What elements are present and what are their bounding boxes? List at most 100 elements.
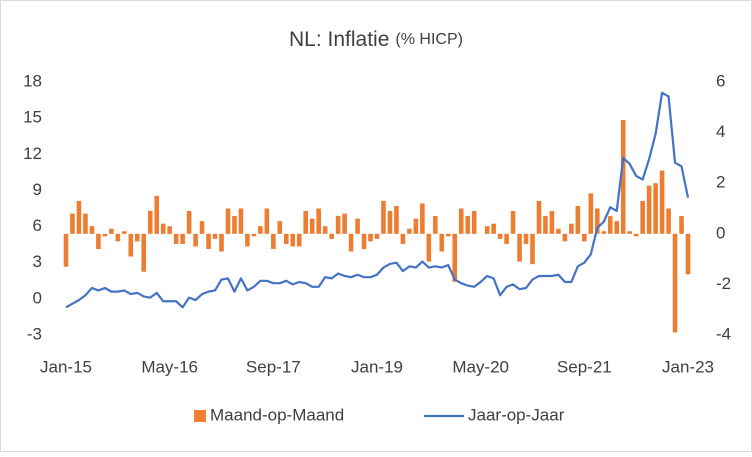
x-tick-label: Jan-15 bbox=[40, 357, 92, 376]
bar bbox=[582, 233, 587, 242]
bar bbox=[264, 208, 270, 234]
bar bbox=[666, 208, 671, 234]
y2-tick-label: -4 bbox=[716, 324, 731, 343]
bar bbox=[400, 233, 406, 244]
bar bbox=[594, 208, 600, 234]
bar bbox=[517, 233, 522, 262]
y-tick-label: 6 bbox=[33, 216, 42, 235]
bar bbox=[407, 228, 412, 234]
bar bbox=[167, 226, 172, 234]
bar bbox=[562, 233, 568, 242]
bar bbox=[122, 231, 127, 234]
y-tick-label: 0 bbox=[33, 288, 42, 307]
y2-tick-label: 4 bbox=[716, 122, 725, 141]
x-tick-label: Jan-19 bbox=[351, 357, 403, 376]
bar bbox=[96, 233, 101, 249]
bar bbox=[355, 218, 360, 234]
bar bbox=[186, 211, 192, 234]
y-tick-label: 3 bbox=[33, 252, 42, 271]
bar bbox=[173, 233, 179, 244]
bar bbox=[659, 170, 665, 234]
legend-label: Jaar-op-Jaar bbox=[468, 405, 565, 424]
bar bbox=[413, 218, 419, 234]
bar bbox=[219, 233, 224, 252]
bar bbox=[458, 208, 464, 234]
bar bbox=[465, 216, 471, 234]
bar bbox=[685, 233, 691, 275]
bar bbox=[536, 200, 542, 234]
legend-swatch bbox=[194, 410, 206, 422]
y-tick-label: -3 bbox=[27, 324, 42, 343]
bar bbox=[303, 211, 309, 234]
bar bbox=[76, 200, 82, 234]
bar bbox=[497, 233, 503, 239]
bar bbox=[232, 216, 237, 234]
y-tick-label: 9 bbox=[33, 180, 42, 199]
bar bbox=[614, 221, 620, 234]
bar bbox=[283, 233, 289, 244]
bar bbox=[640, 200, 645, 234]
bar bbox=[348, 233, 354, 252]
bar bbox=[199, 221, 205, 234]
bar bbox=[342, 213, 347, 234]
bar bbox=[245, 233, 250, 247]
bar bbox=[115, 233, 121, 242]
bar bbox=[633, 233, 639, 237]
bar bbox=[180, 233, 185, 244]
y2-tick-label: 6 bbox=[716, 71, 725, 90]
bar bbox=[679, 216, 684, 234]
bar bbox=[601, 231, 607, 234]
bar bbox=[575, 205, 581, 234]
x-tick-label: Sep-21 bbox=[557, 357, 612, 376]
bar bbox=[147, 211, 153, 234]
bar bbox=[63, 233, 69, 267]
bar bbox=[238, 208, 244, 234]
bar bbox=[556, 228, 561, 234]
y-tick-label: 15 bbox=[23, 108, 42, 127]
y2-tick-label: 0 bbox=[716, 223, 725, 242]
bar bbox=[523, 233, 529, 244]
bar bbox=[329, 233, 334, 239]
bar bbox=[154, 195, 160, 234]
bar bbox=[322, 226, 328, 234]
y-tick-label: 12 bbox=[23, 144, 42, 163]
bar bbox=[271, 233, 276, 249]
bar bbox=[251, 233, 257, 237]
legend-label: Maand-op-Maand bbox=[210, 405, 344, 424]
y2-tick-label: -2 bbox=[716, 274, 731, 293]
bar bbox=[316, 208, 321, 234]
x-tick-label: May-16 bbox=[141, 357, 198, 376]
bar bbox=[193, 233, 198, 247]
bar bbox=[607, 216, 613, 234]
bar bbox=[277, 221, 283, 234]
bar bbox=[361, 233, 367, 249]
x-tick-label: May-20 bbox=[452, 357, 509, 376]
bar bbox=[387, 211, 393, 234]
x-tick-label: Jan-23 bbox=[662, 357, 714, 376]
bar bbox=[653, 183, 658, 234]
bar bbox=[70, 213, 75, 234]
y-tick-label: 18 bbox=[23, 71, 42, 90]
bar bbox=[128, 233, 134, 257]
y2-tick-label: 2 bbox=[716, 173, 725, 192]
bar bbox=[374, 233, 380, 239]
bar bbox=[510, 211, 516, 234]
bar bbox=[646, 185, 652, 234]
bar bbox=[484, 226, 490, 234]
bar bbox=[89, 226, 95, 234]
bar bbox=[309, 218, 315, 234]
bar bbox=[471, 211, 477, 234]
bar bbox=[549, 211, 555, 234]
bar bbox=[452, 233, 458, 282]
bar bbox=[504, 233, 509, 244]
bar bbox=[83, 213, 88, 234]
bar bbox=[102, 233, 108, 237]
chart-subtitle: (% HICP) bbox=[395, 31, 463, 48]
bar bbox=[445, 233, 451, 237]
bar bbox=[672, 233, 678, 333]
bar bbox=[206, 233, 211, 249]
bar bbox=[160, 223, 166, 234]
bar bbox=[439, 233, 445, 252]
